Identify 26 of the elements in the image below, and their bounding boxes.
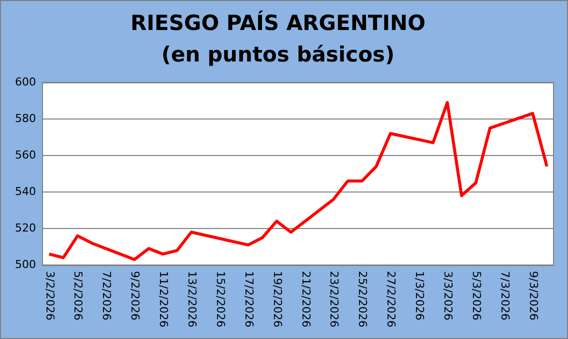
y-tick-label: 600 [15,75,36,88]
y-tick-label: 540 [15,184,36,198]
x-tick-label: 9/2/2026 [128,271,142,320]
x-tick-label: 27/2/2026 [384,271,398,328]
x-tick-label: 1/3/2026 [413,271,426,320]
x-tick-label: 13/2/2026 [185,271,198,328]
x-tick-label: 11/2/2026 [157,271,170,328]
y-tick-label: 580 [15,112,36,125]
x-tick-label: 5/2/2026 [72,271,85,320]
x-tick-label: 23/2/2026 [328,271,341,328]
x-tick-label: 15/2/2026 [214,271,227,328]
x-tick-label: 7/2/2026 [100,271,114,320]
y-tick-label: 520 [15,221,36,234]
x-tick-label: 5/3/2026 [470,271,483,320]
y-tick-label: 500 [15,258,36,271]
y-tick-label: 560 [15,148,36,162]
x-tick-label: 7/3/2026 [498,271,512,320]
chart-subtitle: (en puntos básicos) [161,42,395,66]
x-tick-label: 9/3/2026 [526,271,540,320]
x-tick-label: 25/2/2026 [356,271,370,328]
x-tick-label: 21/2/2026 [299,271,312,328]
x-tick-label: 3/2/2026 [43,271,56,320]
chart-title: RIESGO PAÍS ARGENTINO [130,10,426,36]
x-tick-label: 3/3/2026 [441,271,454,320]
x-tick-label: 19/2/2026 [270,271,284,328]
x-tick-label: 17/2/2026 [242,271,256,328]
